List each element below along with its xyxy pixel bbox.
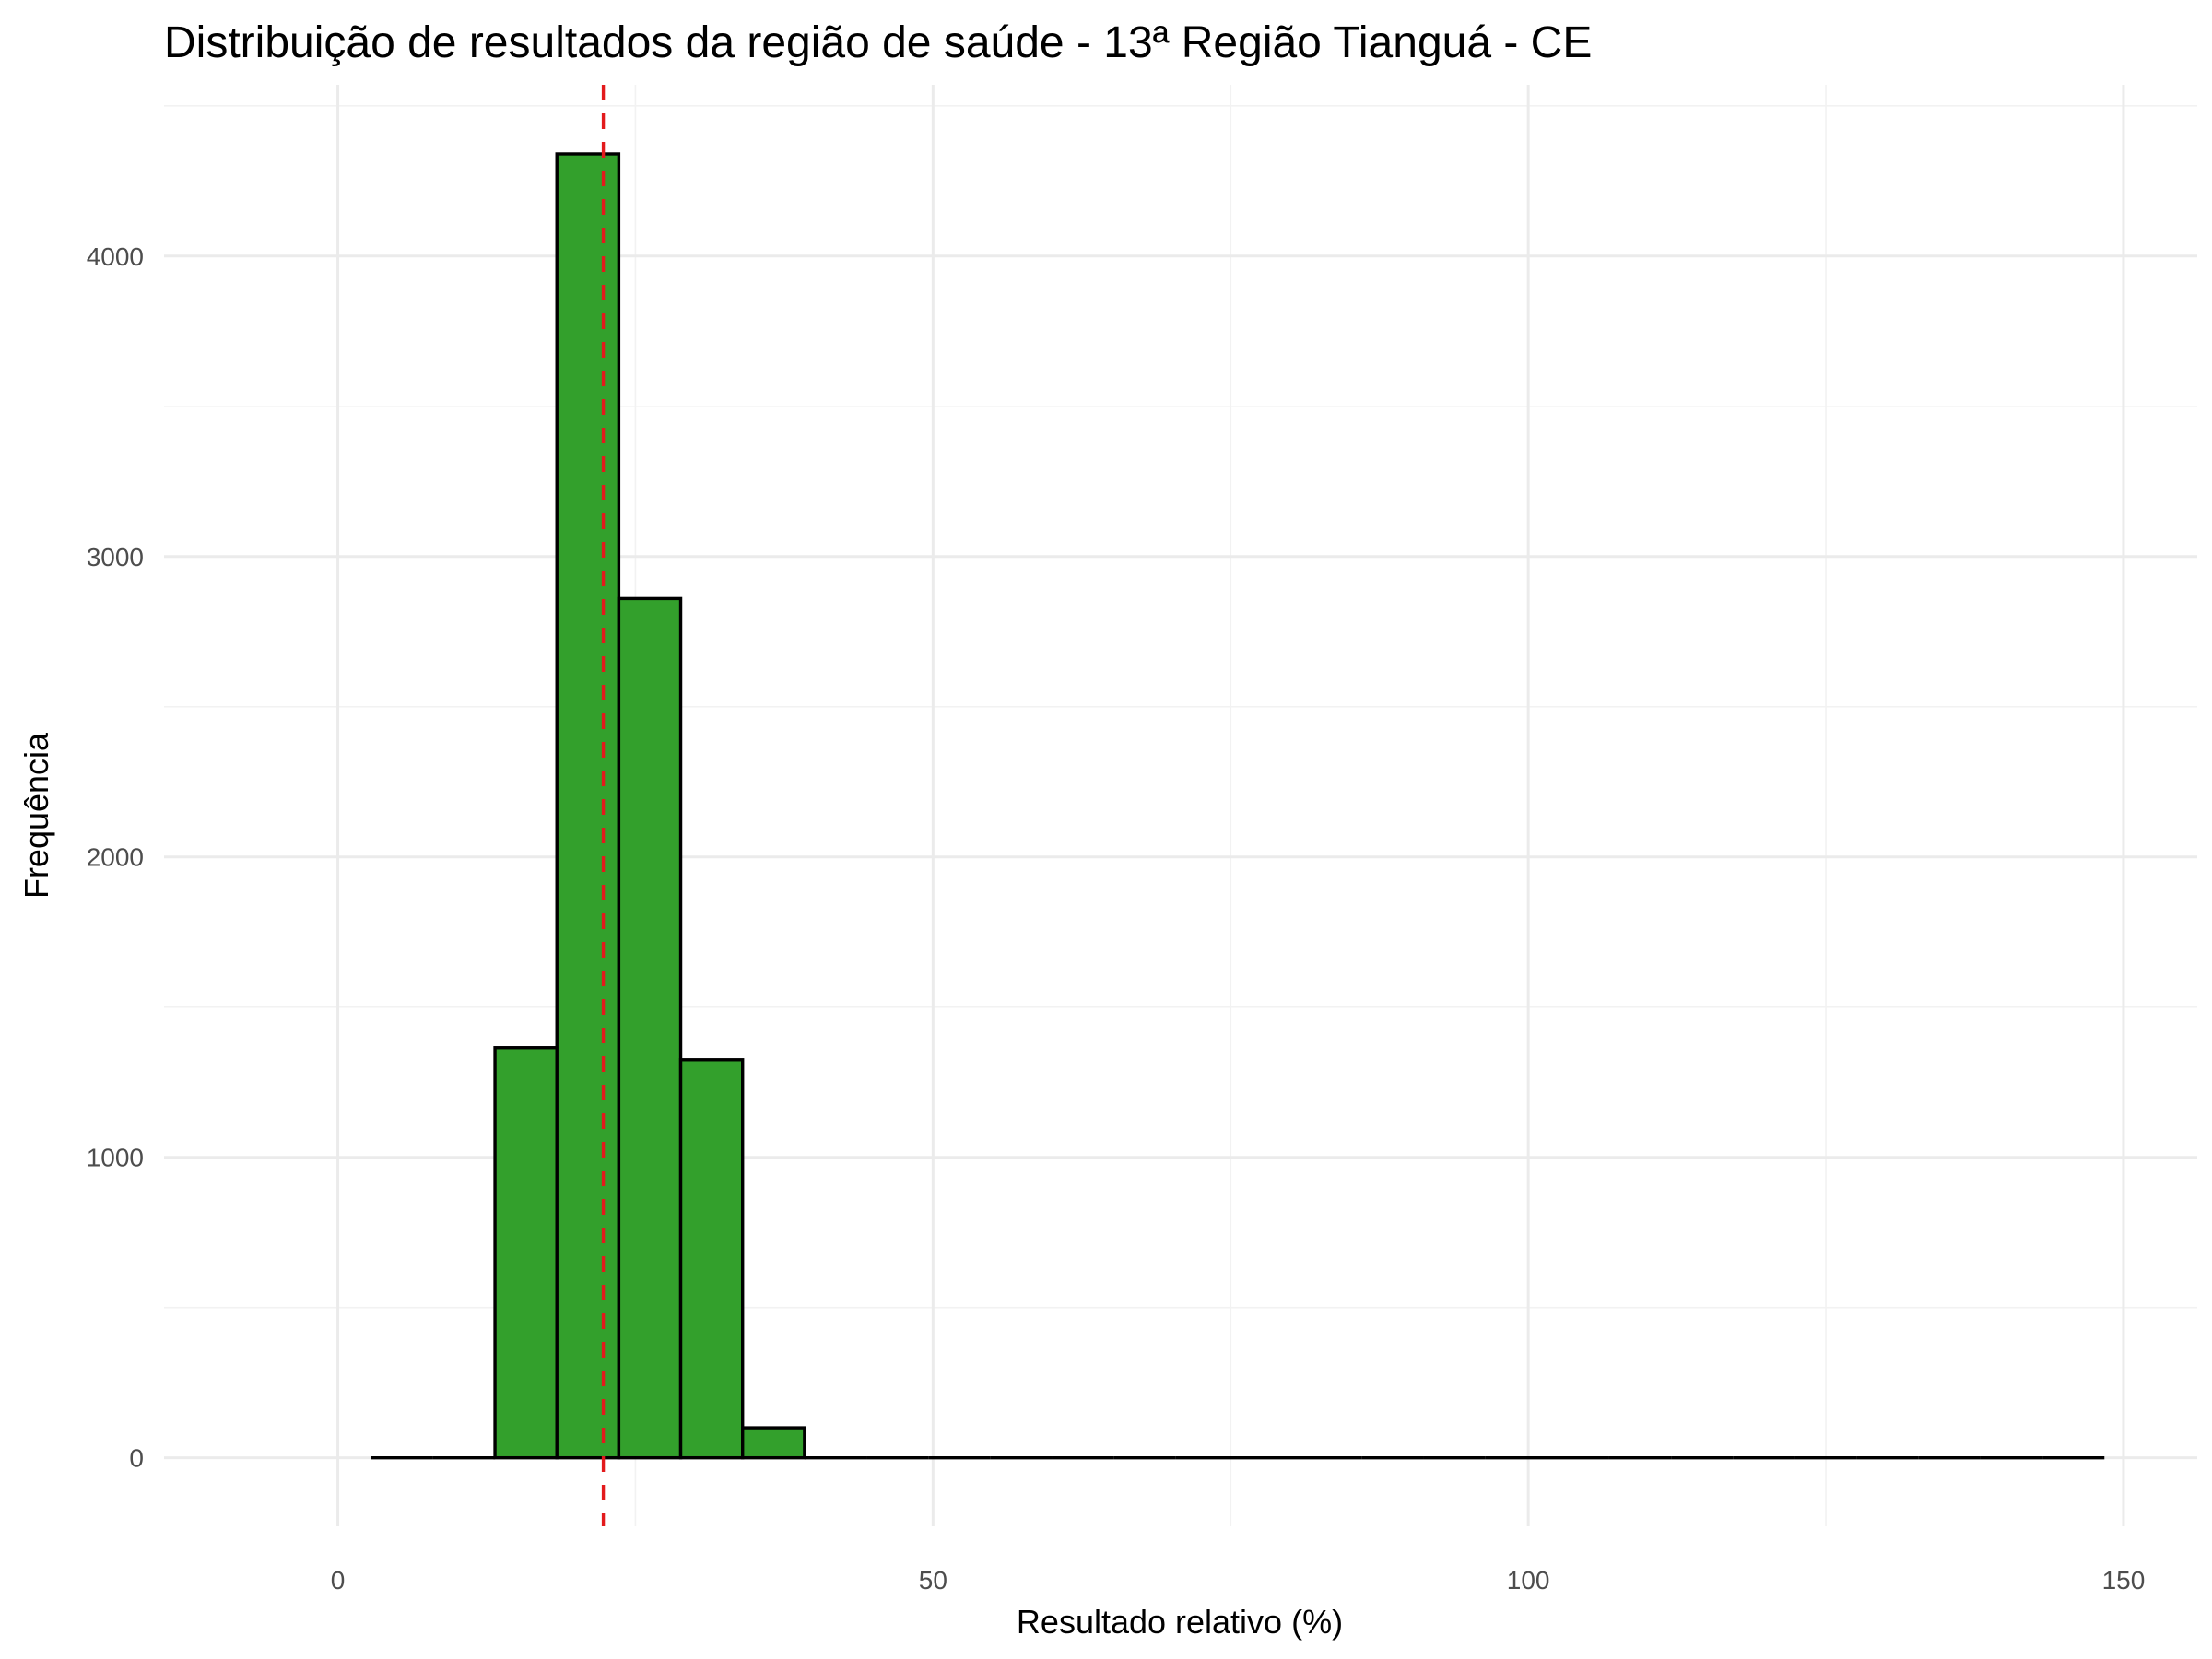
x-axis-title: Resultado relativo (%) (1017, 1603, 1343, 1641)
histogram-bar (493, 1046, 559, 1460)
y-axis-title: Frequência (18, 732, 55, 899)
chart-title: Distribuição de resultados da região de … (164, 18, 1592, 67)
y-axis-ticks: 0 1000 2000 3000 4000 (87, 242, 144, 1473)
y-tick-label: 2000 (87, 843, 144, 872)
y-tick-label: 0 (129, 1444, 144, 1473)
x-tick-label: 0 (331, 1566, 346, 1594)
histogram-bar (555, 152, 621, 1460)
y-tick-label: 4000 (87, 242, 144, 271)
y-tick-label: 1000 (87, 1144, 144, 1172)
grid (164, 85, 2197, 1526)
x-tick-label: 50 (919, 1566, 947, 1594)
x-axis-ticks: 0 50 100 150 (331, 1566, 2146, 1594)
x-tick-label: 100 (1507, 1566, 1550, 1594)
x-tick-label: 150 (2102, 1566, 2146, 1594)
histogram-bar (617, 596, 683, 1460)
histogram-bar (678, 1058, 745, 1460)
histogram-bar (741, 1426, 806, 1460)
histogram-bars (371, 152, 2105, 1460)
y-tick-label: 3000 (87, 543, 144, 571)
